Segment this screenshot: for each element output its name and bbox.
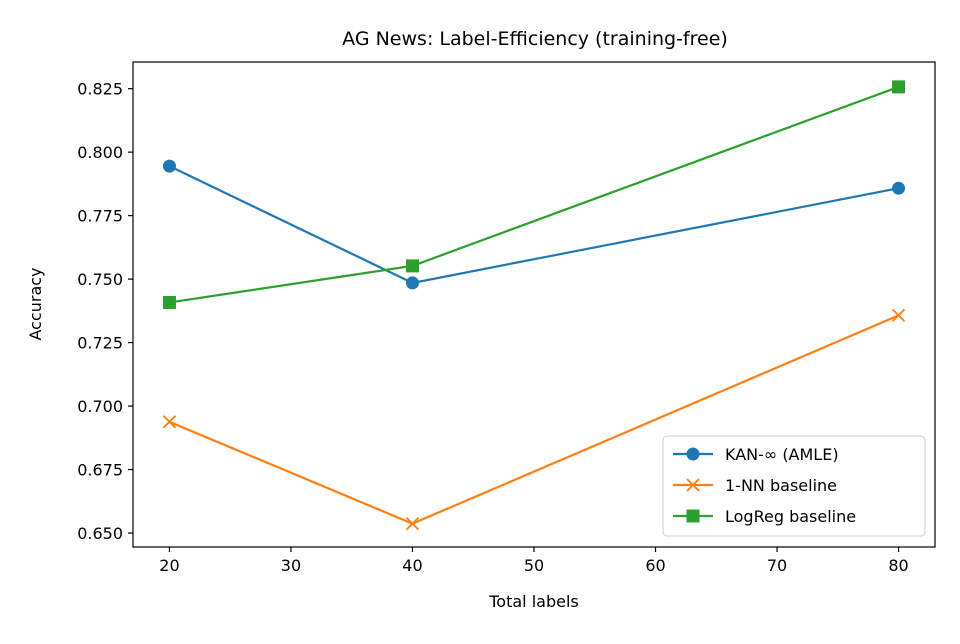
legend-swatch-marker — [686, 447, 700, 461]
x-tick-label: 60 — [645, 556, 665, 575]
data-point — [891, 308, 906, 323]
legend-label: 1-NN baseline — [725, 476, 837, 495]
data-point — [162, 295, 176, 309]
series-layer — [162, 80, 906, 531]
legend-label: LogReg baseline — [725, 507, 856, 526]
data-point — [892, 181, 906, 195]
x-axis-ticks: 20 30 40 50 60 70 80 — [159, 547, 909, 575]
y-tick-label: 0.825 — [77, 80, 123, 99]
y-axis-label: Accuracy — [26, 267, 45, 340]
legend-swatch-marker — [686, 509, 700, 523]
y-tick-label: 0.725 — [77, 334, 123, 353]
legend-item: 1-NN baseline — [673, 476, 837, 495]
data-point — [405, 517, 420, 531]
data-point — [405, 259, 419, 273]
y-tick-label: 0.775 — [77, 207, 123, 226]
series-3 — [162, 80, 906, 309]
x-tick-label: 70 — [767, 556, 787, 575]
legend-swatch-marker — [686, 478, 700, 492]
x-tick-label: 20 — [159, 556, 179, 575]
y-tick-label: 0.750 — [77, 270, 123, 289]
series-2 — [162, 308, 906, 531]
data-point — [162, 415, 177, 429]
chart-title: AG News: Label-Efficiency (training-free… — [342, 28, 728, 50]
y-tick-label: 0.650 — [77, 524, 123, 543]
x-tick-label: 40 — [402, 556, 422, 575]
y-tick-label: 0.675 — [77, 461, 123, 480]
series-1 — [162, 159, 906, 290]
data-point — [892, 80, 906, 94]
x-tick-label: 80 — [888, 556, 908, 575]
x-tick-label: 50 — [524, 556, 544, 575]
y-tick-label: 0.700 — [77, 397, 123, 416]
legend: KAN-∞ (AMLE) 1-NN baseline LogReg baseline — [662, 435, 926, 537]
data-point — [162, 159, 176, 173]
x-tick-label: 30 — [281, 556, 301, 575]
y-axis-ticks: 0.650 0.675 0.700 0.725 0.750 0.775 0.800 0.825 — [77, 80, 133, 543]
legend-item: LogReg baseline — [673, 507, 856, 526]
legend-item: KAN-∞ (AMLE) — [673, 445, 839, 464]
y-tick-label: 0.800 — [77, 143, 123, 162]
legend-box — [662, 435, 926, 537]
x-axis-label: Total labels — [488, 592, 578, 611]
legend-label: KAN-∞ (AMLE) — [725, 445, 839, 464]
data-point — [405, 276, 419, 290]
